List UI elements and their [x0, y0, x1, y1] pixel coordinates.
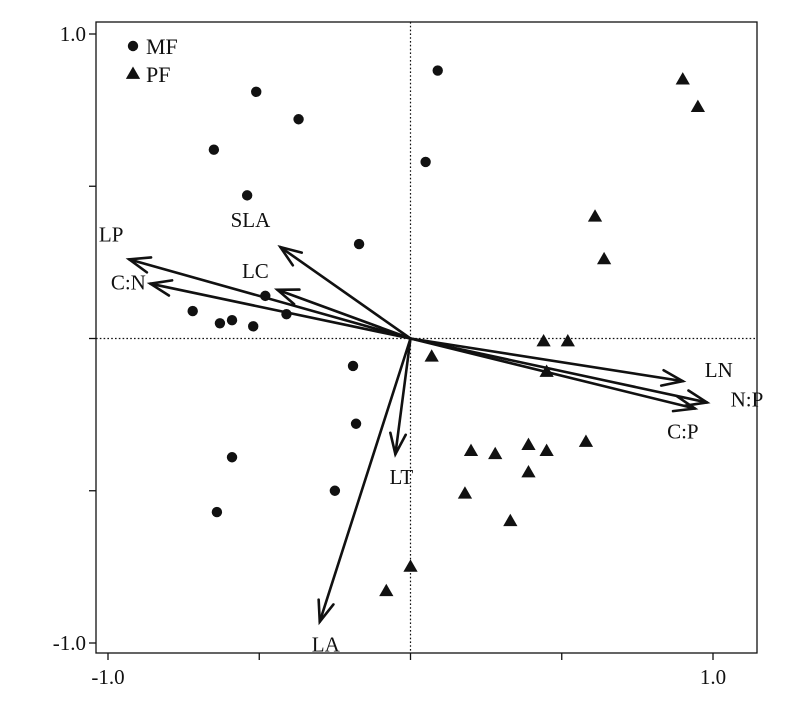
mf-point-6 [353, 238, 365, 250]
vector-label-c-n: C:N [111, 271, 146, 295]
vector-lt [394, 337, 412, 456]
mf-point-1 [251, 86, 262, 98]
legend-pf-label: PF [146, 62, 170, 87]
mf-point-13 [347, 360, 359, 372]
x-tick-label-4: 1.0 [700, 665, 726, 689]
vector-label-lt: LT [390, 465, 414, 489]
pf-point-15 [503, 513, 518, 527]
vector-ln [409, 337, 685, 383]
trait-vectors: LP C:N SLA LC LT LA LN N:P C:P [99, 208, 763, 657]
mf-point-10 [214, 318, 226, 329]
pf-point-13 [521, 464, 536, 478]
legend-mf-label: MF [146, 34, 178, 59]
vector-c-n [149, 282, 412, 340]
pf-point-11 [463, 443, 479, 457]
plot-border [95, 21, 758, 654]
pf-point-1 [690, 99, 705, 112]
vector-arrowhead-lp [125, 256, 153, 274]
mf-point-15 [226, 452, 238, 463]
pf-point-17 [379, 583, 394, 597]
vector-arrowhead-n-p [683, 389, 711, 407]
vector-arrowhead-c-p [671, 394, 699, 413]
vector-label-lp: LP [99, 222, 124, 246]
mf-point-0 [432, 65, 443, 76]
axis-ticks [89, 33, 714, 660]
y-tick-label-4: 1.0 [60, 22, 86, 46]
mf-point-3 [208, 144, 220, 155]
pf-point-9 [521, 437, 536, 450]
legend: MF PF [125, 34, 178, 87]
vector-arrowhead-sla [277, 245, 304, 267]
pf-point-16 [403, 559, 418, 572]
mf-point-17 [211, 506, 223, 518]
vector-c-p [409, 337, 697, 410]
legend-mf-marker [127, 40, 139, 52]
pf-point-4 [536, 334, 551, 347]
pf-point-3 [596, 251, 612, 265]
vector-label-la: LA [312, 633, 341, 657]
vector-arrowhead-ln [659, 368, 687, 387]
pf-point-14 [457, 486, 473, 499]
vector-lp [127, 258, 412, 340]
vector-n-p [409, 337, 709, 404]
x-tick-label-0: -1.0 [91, 665, 124, 689]
pf-point-12 [488, 446, 503, 460]
vector-arrowhead-la [317, 598, 335, 626]
vector-label-ln: LN [705, 358, 733, 382]
mf-point-4 [420, 156, 431, 168]
data-points [187, 65, 705, 597]
pf-point-8 [578, 434, 594, 447]
vector-arrowhead-c-n [146, 279, 174, 297]
mf-point-11 [226, 315, 238, 326]
vector-la [318, 337, 412, 623]
vector-arrowhead-lc [273, 288, 301, 306]
pf-point-5 [560, 334, 575, 347]
vector-arrowhead-lt [389, 431, 408, 458]
mf-point-14 [350, 418, 362, 429]
vector-label-lc: LC [242, 259, 269, 283]
mf-point-16 [329, 485, 341, 496]
vector-lc [276, 288, 412, 340]
mf-point-5 [241, 190, 253, 201]
vector-label-c-p: C:P [667, 420, 699, 444]
legend-pf-marker [125, 66, 141, 79]
y-tick-label-0: -1.0 [53, 631, 86, 655]
pf-point-0 [675, 72, 690, 85]
vector-sla [279, 245, 412, 340]
mf-point-2 [293, 114, 304, 125]
plot-frame [95, 21, 758, 654]
pf-point-2 [587, 209, 603, 222]
vector-label-sla: SLA [231, 208, 272, 232]
axis-tick-labels: -1.0 1.0 -1.0 1.0 [53, 22, 726, 689]
pf-point-10 [539, 443, 554, 457]
pf-point-6 [424, 349, 439, 362]
zero-lines [96, 22, 757, 653]
vector-label-n-p: N:P [731, 387, 764, 411]
mf-point-9 [187, 305, 198, 317]
mf-point-12 [248, 321, 259, 332]
